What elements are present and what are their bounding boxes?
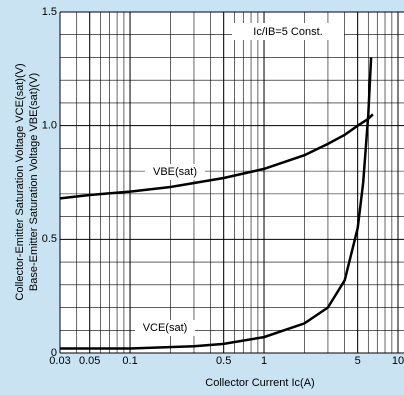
y-tick-label: 0.5 <box>42 233 57 245</box>
x-tick-label: 0.05 <box>79 355 100 367</box>
y-tick-label: 0 <box>51 347 57 359</box>
series-label-bg <box>145 164 205 180</box>
x-tick-label: 1 <box>261 355 267 367</box>
annotation: Ic/IB=5 Const. <box>253 26 322 38</box>
x-tick-label: 0.1 <box>122 355 137 367</box>
x-tick-label: 10 <box>392 355 404 367</box>
x-tick-label: 5 <box>355 355 361 367</box>
data-line <box>59 113 374 200</box>
y-axis-title: Base-Emitter Saturation Voltage VBE(sat)… <box>28 73 40 291</box>
y-axis-title: Collector-Emitter Saturation Voltage VCE… <box>14 63 26 300</box>
series-label-bg <box>135 320 195 336</box>
series-label: VBE(sat) <box>153 166 197 178</box>
x-axis-title: Collector Current Ic(A) <box>205 377 314 389</box>
series-label: VCE(sat) <box>143 322 188 334</box>
y-tick-label: 1.5 <box>42 6 57 18</box>
plot-area <box>60 12 404 353</box>
x-tick-label: 0.03 <box>49 355 70 367</box>
data-line <box>60 57 373 350</box>
y-tick-label: 1.0 <box>42 120 57 132</box>
x-tick-label: 0.5 <box>216 355 231 367</box>
annotation-box <box>232 23 344 40</box>
